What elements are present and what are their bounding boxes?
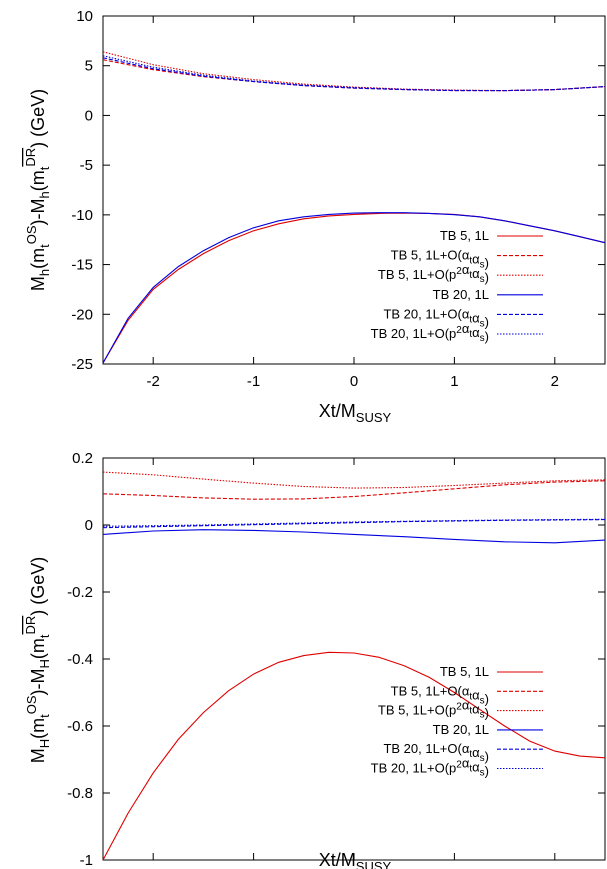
y-tick-label: 10 xyxy=(76,8,93,25)
y-axis-label: Mh(mtOS)-Mh(mtDR) (GeV) xyxy=(23,89,52,291)
series-line-5 xyxy=(102,518,606,527)
y-tick-label: -15 xyxy=(71,257,93,274)
series-line-1 xyxy=(102,480,606,500)
legend-label-0: TB 5, 1L xyxy=(440,664,489,679)
y-ticks: -1 -0.8 -0.6 -0.4 -0.2 0 0.2 xyxy=(67,450,605,869)
legend-label-2: TB 5, 1L+O(p2αtαs) xyxy=(378,698,489,721)
legend-label-1: TB 5, 1L+O(αtαs) xyxy=(391,248,489,271)
plot-frame xyxy=(102,15,606,365)
x-tick-label: 0 xyxy=(350,373,358,390)
legend-label-5: TB 20, 1L+O(p2αtαs) xyxy=(371,756,489,779)
y-tick-label: -5 xyxy=(80,157,93,174)
series-line-3 xyxy=(102,212,606,364)
series-line-0 xyxy=(102,651,606,861)
series-lines xyxy=(102,471,606,861)
x-tick-label: -1 xyxy=(247,373,260,390)
series-line-1 xyxy=(102,59,606,92)
y-tick-label: -0.4 xyxy=(67,651,93,668)
y-tick-label: 5 xyxy=(85,58,93,75)
y-tick-label: 0.2 xyxy=(72,450,93,467)
series-line-2 xyxy=(102,51,606,92)
series-line-4 xyxy=(102,57,606,92)
x-ticks: -2 -1 0 1 2 xyxy=(147,16,559,390)
legend-label-2: TB 5, 1L+O(p2αtαs) xyxy=(378,262,489,285)
legend-label-3: TB 20, 1L xyxy=(433,287,489,302)
series-line-3 xyxy=(102,529,606,544)
y-tick-label: 0 xyxy=(85,517,93,534)
x-tick-label: 1 xyxy=(450,373,458,390)
legend-label-4: TB 20, 1L+O(αtαs) xyxy=(383,306,489,329)
series-line-2 xyxy=(102,471,606,489)
y-tick-label: 0 xyxy=(85,107,93,124)
y-axis-label: MH(mtOS)-MH(mtDR) (GeV) xyxy=(23,557,52,764)
legend-label-3: TB 20, 1L xyxy=(433,722,489,737)
plot-frame xyxy=(102,457,606,861)
y-tick-label: -1 xyxy=(80,852,93,869)
series-line-5 xyxy=(102,55,606,92)
legend-label-1: TB 5, 1L+O(αtαs) xyxy=(391,683,489,706)
y-tick-label: -20 xyxy=(71,306,93,323)
y-tick-label: -25 xyxy=(71,356,93,373)
y-tick-label: -0.6 xyxy=(67,718,93,735)
legend: TB 5, 1L TB 5, 1L+O(αtαs)TB 5, 1L+O(p2αtα… xyxy=(371,228,543,344)
y-tick-label: -0.2 xyxy=(67,584,93,601)
dr-overbar-label: DR xyxy=(23,148,38,167)
x-tick-label: 2 xyxy=(551,373,559,390)
legend-label-0: TB 5, 1L xyxy=(440,228,489,243)
legend-label-5: TB 20, 1L+O(p2αtαs) xyxy=(371,321,489,344)
y-tick-label: -10 xyxy=(71,207,93,224)
y-tick-label: -0.8 xyxy=(67,785,93,802)
x-axis-label: Xt/MSUSY xyxy=(319,850,392,869)
x-tick-label: -2 xyxy=(147,373,160,390)
x-axis-label: Xt/MSUSY xyxy=(319,401,392,425)
series-lines xyxy=(102,51,606,364)
dr-overbar-label: DR xyxy=(23,616,38,635)
legend: TB 5, 1L TB 5, 1L+O(αtαs)TB 5, 1L+O(p2αtα… xyxy=(371,664,543,779)
legend-label-4: TB 20, 1L+O(αtαs) xyxy=(383,741,489,764)
y-ticks: -25 -20 -15 -10 -5 0 5 10 xyxy=(71,8,605,373)
series-line-4 xyxy=(102,519,606,529)
